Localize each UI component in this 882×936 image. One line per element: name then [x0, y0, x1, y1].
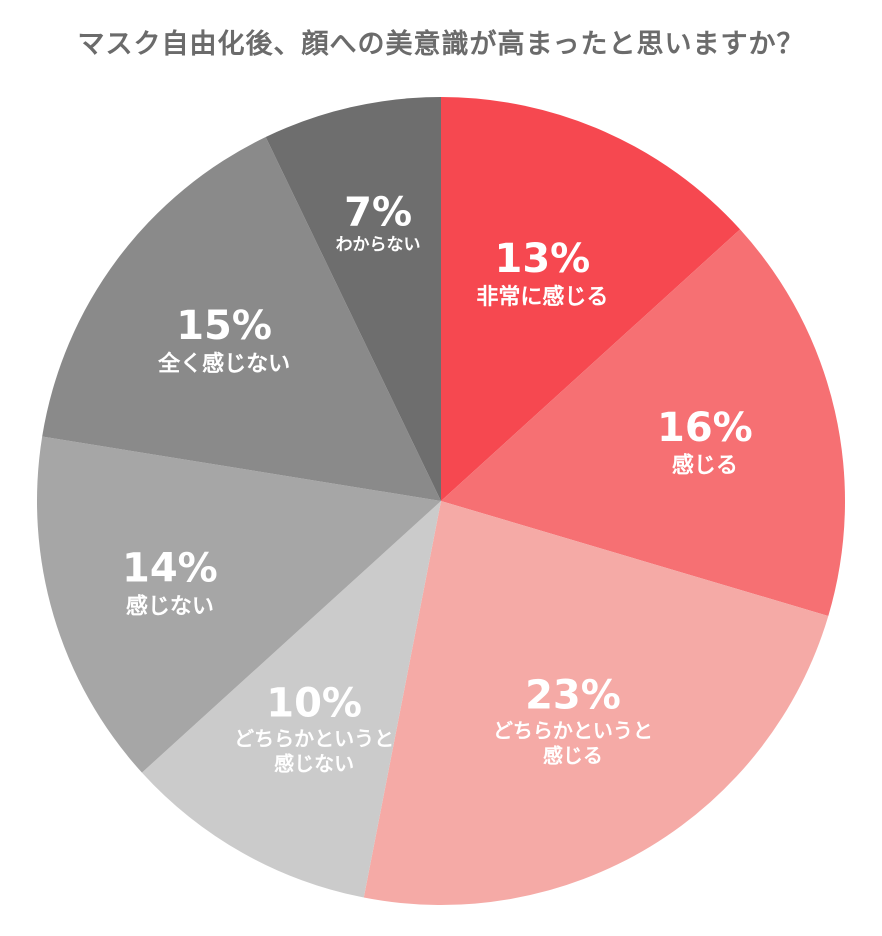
- slice-category-label-4: 感じない: [274, 751, 354, 775]
- pie-slice-3: [363, 501, 829, 906]
- slice-value-label-1: 13%: [495, 236, 591, 282]
- pie-slice-2: [441, 229, 845, 616]
- slice-value-label-5: 14%: [122, 545, 218, 591]
- pie-labels: 13%非常に感じる16%感じる23%どちらかというと感じる10%どちらかというと…: [122, 189, 753, 775]
- slice-value-label-2: 16%: [657, 405, 753, 451]
- slice-category-label-6: 全く感じない: [157, 351, 290, 377]
- slice-category-label-7: わからない: [336, 235, 421, 255]
- slice-value-label-6: 15%: [176, 303, 272, 349]
- pie-slices: [37, 97, 845, 906]
- slice-value-label-3: 23%: [525, 673, 621, 719]
- slice-category-label-1: 非常に感じる: [476, 284, 608, 310]
- slice-category-label-4: どちらかというと: [234, 726, 394, 750]
- pie-slice-7: [265, 97, 441, 501]
- slice-value-label-4: 10%: [266, 680, 362, 726]
- slice-category-label-3: 感じる: [543, 744, 603, 768]
- pie-slice-5: [37, 436, 442, 773]
- chart-title: マスク自由化後、顔への美意識が高まったと思いますか？: [77, 29, 805, 60]
- slice-category-label-2: 感じる: [672, 453, 738, 479]
- slice-category-label-5: 感じない: [126, 593, 214, 619]
- slice-category-label-3: どちらかというと: [493, 719, 653, 743]
- pie-slice-4: [141, 501, 442, 898]
- pie-slice-6: [42, 137, 441, 501]
- pie-slice-1: [441, 97, 741, 501]
- slice-value-label-7: 7%: [344, 189, 412, 235]
